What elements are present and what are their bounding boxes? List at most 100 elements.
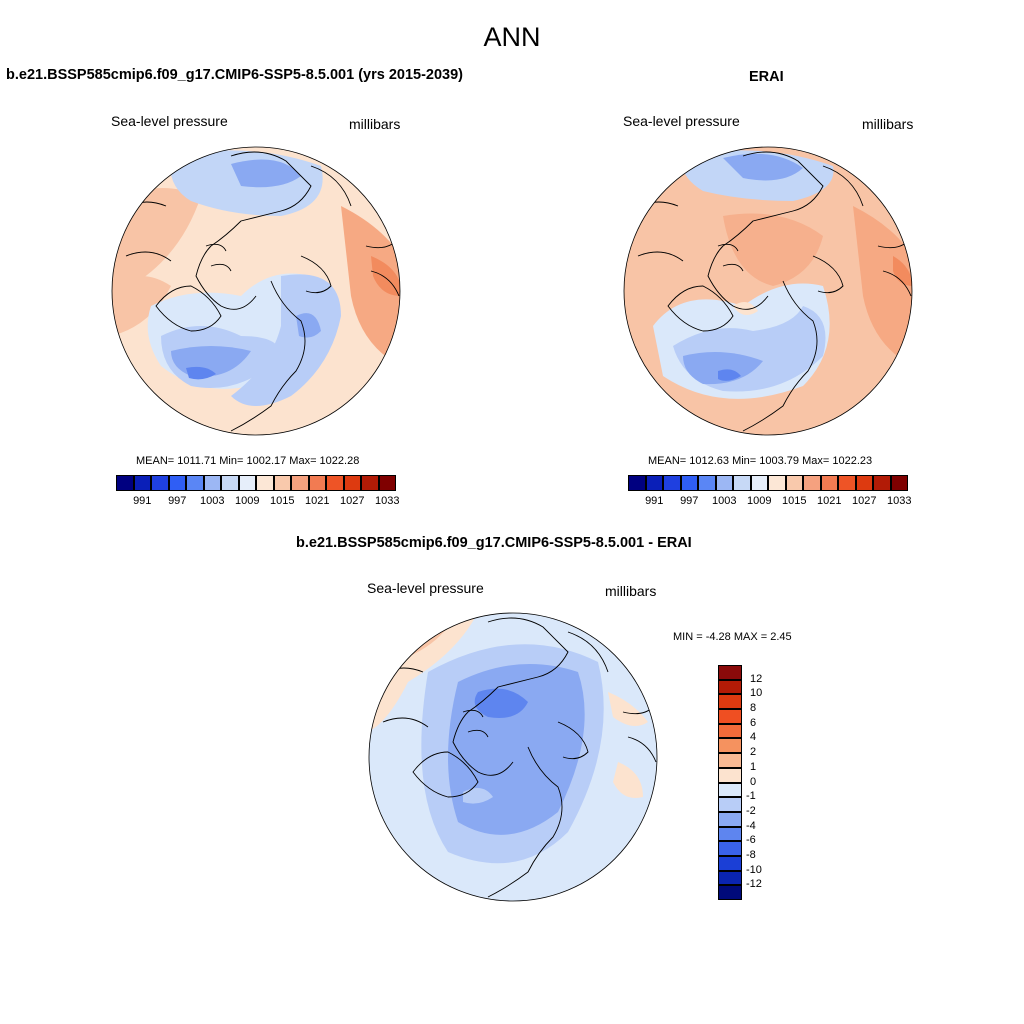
- colorbar-difference-swatch: [718, 679, 742, 695]
- colorbar-panel-2-swatch: [890, 475, 908, 491]
- colorbar-panel-2-swatch: [768, 475, 786, 491]
- colorbar-panel-2-swatch: [628, 475, 646, 491]
- colorbar-difference-swatch: [718, 767, 742, 783]
- colorbar-panel-2-swatch: [873, 475, 891, 491]
- panel-1-variable-label: Sea-level pressure: [111, 113, 228, 129]
- colorbar-panel-2-swatch: [645, 475, 663, 491]
- colorbar-difference: [718, 665, 742, 900]
- panel-3-title: b.e21.BSSP585cmip6.f09_g17.CMIP6-SSP5-8.…: [296, 535, 692, 551]
- colorbar-difference-ticks: 12 10 8 6 4 2 1 0 -1 -2 -4 -6 -8 -10 -12: [746, 665, 788, 900]
- colorbar-panel-1-swatch: [326, 475, 344, 491]
- colorbar-difference-tick-label: -1: [746, 790, 756, 803]
- colorbar-panel-1-swatch: [221, 475, 239, 491]
- map-model-slp: [111, 146, 401, 436]
- colorbar-panel-2-ticks: 991 997 1003 1009 1015 1021 1027 1033: [628, 495, 911, 509]
- colorbar-difference-tick-label: 12: [750, 672, 763, 685]
- colorbar-difference-swatch: [718, 709, 742, 724]
- panel-2-units-label: millibars: [862, 116, 914, 132]
- panel-1-stats: MEAN= 1011.71 Min= 1002.17 Max= 1022.28: [136, 455, 360, 467]
- colorbar-panel-2-swatch: [855, 475, 873, 491]
- colorbar-panel-2-swatch: [785, 475, 803, 491]
- map-difference-slp: [368, 612, 658, 902]
- colorbar-difference-swatch: [718, 885, 742, 900]
- colorbar-difference-tick-label: -4: [746, 819, 756, 832]
- map-erai-slp: [623, 146, 913, 436]
- panel-2-stats: MEAN= 1012.63 Min= 1003.79 Max= 1022.23: [648, 455, 873, 467]
- panel-2-variable-label: Sea-level pressure: [623, 113, 740, 129]
- colorbar-panel-1-swatch: [186, 475, 204, 491]
- colorbar-panel-1-ticks: 991 997 1003 1009 1015 1021 1027 1033: [116, 495, 399, 509]
- colorbar-difference-swatch: [718, 753, 742, 768]
- colorbar-difference-swatch: [718, 855, 742, 871]
- colorbar-panel-1-swatch: [273, 475, 291, 491]
- colorbar-panel-2-swatch: [750, 475, 768, 491]
- colorbar-panel-1-tick-label: 1027: [340, 495, 365, 507]
- colorbar-panel-2-tick-label: 1015: [782, 495, 807, 507]
- colorbar-difference-swatch: [718, 738, 742, 754]
- colorbar-panel-2-swatch: [663, 475, 681, 491]
- colorbar-panel-1-tick-label: 1003: [200, 495, 225, 507]
- panel-2-title: ERAI: [749, 69, 784, 85]
- colorbar-panel-1-swatch: [168, 475, 186, 491]
- colorbar-difference-tick-label: 0: [750, 775, 757, 788]
- panel-1-title: b.e21.BSSP585cmip6.f09_g17.CMIP6-SSP5-8.…: [6, 67, 464, 83]
- colorbar-panel-1-tick-label: 991: [133, 495, 152, 507]
- colorbar-panel-1-swatch: [378, 475, 396, 491]
- panel-3-variable-label: Sea-level pressure: [367, 580, 484, 596]
- colorbar-difference-tick-label: -2: [746, 804, 756, 817]
- colorbar-difference-tick-label: -6: [746, 834, 756, 847]
- colorbar-panel-2-swatch: [698, 475, 716, 491]
- colorbar-difference-tick-label: 8: [750, 702, 757, 715]
- colorbar-panel-1-tick-label: 1009: [235, 495, 260, 507]
- colorbar-panel-1-tick-label: 1033: [375, 495, 400, 507]
- panel-3-min-max: MIN = -4.28 MAX = 2.45: [673, 631, 792, 643]
- colorbar-panel-2-tick-label: 1003: [712, 495, 737, 507]
- colorbar-panel-1-swatch: [256, 475, 274, 491]
- colorbar-panel-2-tick-label: 1033: [887, 495, 912, 507]
- colorbar-difference-swatch: [718, 870, 742, 886]
- colorbar-panel-1-swatch: [308, 475, 326, 491]
- panel-1-units-label: millibars: [349, 116, 401, 132]
- colorbar-panel-1-swatch: [291, 475, 309, 491]
- colorbar-panel-1-tick-label: 1021: [305, 495, 330, 507]
- colorbar-panel-1-swatch: [238, 475, 256, 491]
- colorbar-panel-2-tick-label: 1021: [817, 495, 842, 507]
- colorbar-panel-2-tick-label: 997: [680, 495, 699, 507]
- colorbar-panel-2-tick-label: 991: [645, 495, 664, 507]
- colorbar-panel-1-swatch: [343, 475, 361, 491]
- colorbar-panel-2: [628, 475, 908, 491]
- colorbar-difference-tick-label: 4: [750, 731, 757, 744]
- panel-3-units-label: millibars: [605, 583, 657, 599]
- colorbar-difference-swatch: [718, 811, 742, 827]
- colorbar-panel-1-swatch: [116, 475, 134, 491]
- colorbar-difference-tick-label: -12: [746, 878, 762, 891]
- colorbar-difference-tick-label: 2: [750, 746, 757, 759]
- colorbar-difference-swatch: [718, 841, 742, 856]
- colorbar-panel-1-swatch: [151, 475, 169, 491]
- colorbar-panel-1-tick-label: 997: [168, 495, 187, 507]
- colorbar-panel-2-tick-label: 1027: [852, 495, 877, 507]
- colorbar-panel-2-swatch: [715, 475, 733, 491]
- colorbar-difference-tick-label: 6: [750, 716, 757, 729]
- colorbar-difference-tick-label: -10: [746, 863, 762, 876]
- colorbar-difference-tick-label: 1: [750, 760, 757, 773]
- colorbar-panel-2-swatch: [838, 475, 856, 491]
- figure-title: ANN: [483, 22, 541, 52]
- colorbar-panel-1-tick-label: 1015: [270, 495, 295, 507]
- colorbar-panel-1-swatch: [361, 475, 379, 491]
- colorbar-panel-2-swatch: [803, 475, 821, 491]
- colorbar-panel-1-swatch: [133, 475, 151, 491]
- colorbar-panel-2-swatch: [680, 475, 698, 491]
- colorbar-panel-1-swatch: [203, 475, 221, 491]
- colorbar-difference-swatch: [718, 723, 742, 739]
- colorbar-difference-swatch: [718, 782, 742, 798]
- colorbar-panel-2-tick-label: 1009: [747, 495, 772, 507]
- colorbar-panel-2-swatch: [733, 475, 751, 491]
- colorbar-difference-swatch: [718, 826, 742, 842]
- colorbar-panel-2-swatch: [820, 475, 838, 491]
- colorbar-difference-swatch: [718, 694, 742, 710]
- colorbar-difference-tick-label: -8: [746, 848, 756, 861]
- colorbar-difference-swatch: [718, 665, 742, 680]
- colorbar-panel-1: [116, 475, 396, 491]
- colorbar-difference-tick-label: 10: [750, 687, 763, 700]
